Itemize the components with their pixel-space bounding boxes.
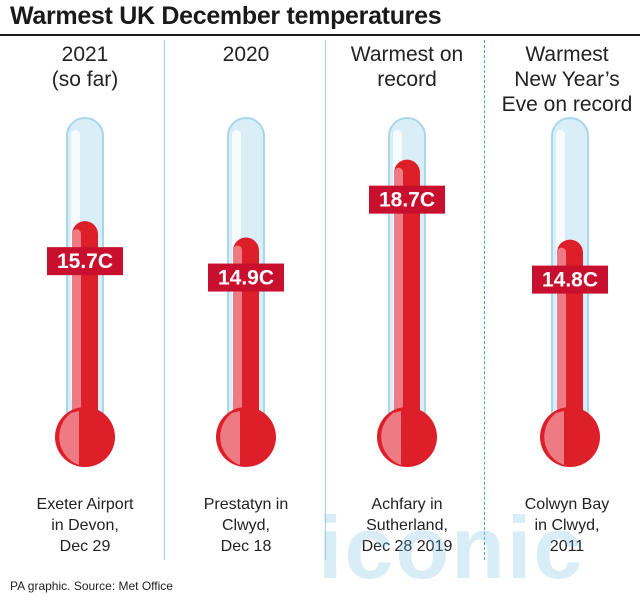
thermometer: 14.9C bbox=[208, 117, 284, 467]
column-heading-line: (so far) bbox=[51, 68, 119, 91]
bulb-highlight bbox=[59, 411, 79, 465]
column-heading-line: 2020 bbox=[222, 43, 270, 66]
chart-title: Warmest UK December temperatures bbox=[10, 2, 442, 30]
thermometer: 15.7C bbox=[47, 117, 123, 467]
column-heading-line: New Year’s bbox=[514, 68, 620, 91]
location-caption-line: Prestatyn in bbox=[203, 496, 289, 513]
location-caption: Prestatyn in Clwyd, Dec 18 bbox=[166, 494, 326, 557]
value-label-box bbox=[208, 263, 284, 292]
column-heading-line: 2021 bbox=[61, 43, 109, 66]
location-caption-line: in Devon, bbox=[51, 517, 119, 534]
source-note: PA graphic. Source: Met Office bbox=[10, 579, 173, 593]
value-label: 14.9C bbox=[218, 267, 274, 290]
location-caption-line: in Clwyd, bbox=[534, 517, 600, 534]
location-caption-line: Colwyn Bay bbox=[524, 496, 610, 513]
location-caption-line: Dec 29 bbox=[59, 538, 111, 555]
column-divider bbox=[164, 40, 165, 560]
column-divider bbox=[484, 40, 485, 560]
location-caption-line: Dec 28 2019 bbox=[361, 538, 453, 555]
thermometer-column: 2020 14.9C Prestatyn in Clwyd, Dec 18 bbox=[166, 38, 326, 568]
location-caption-line: Exeter Airport bbox=[36, 496, 134, 513]
location-caption-line: Clwyd, bbox=[221, 517, 270, 534]
mercury-highlight bbox=[394, 167, 403, 437]
column-heading: Warmest New Year’s Eve on record bbox=[487, 42, 640, 117]
thermometer-column: Warmest New Year’s Eve on record 14.8C Colwy… bbox=[487, 38, 640, 568]
column-heading-line: Eve on record bbox=[501, 93, 633, 116]
location-caption-line: 2011 bbox=[549, 538, 585, 555]
thermometer: 18.7C bbox=[369, 117, 445, 467]
value-label-box bbox=[369, 185, 445, 214]
value-label-box bbox=[47, 247, 123, 276]
mercury-highlight bbox=[72, 229, 81, 437]
location-caption: Achfary in Sutherland, Dec 28 2019 bbox=[327, 494, 487, 557]
column-heading: Warmest on record bbox=[327, 42, 487, 92]
location-caption-line: Sutherland, bbox=[366, 517, 448, 534]
column-divider bbox=[325, 40, 326, 560]
location-caption: Exeter Airport in Devon, Dec 29 bbox=[5, 494, 165, 557]
mercury-highlight bbox=[233, 245, 242, 437]
thermometer: 14.8C bbox=[532, 117, 608, 467]
value-label: 14.8C bbox=[542, 269, 598, 292]
column-heading-line: Warmest on bbox=[350, 43, 464, 66]
column-heading-line: record bbox=[377, 68, 437, 91]
column-heading: 2020 bbox=[166, 42, 326, 67]
location-caption-line: Dec 18 bbox=[220, 538, 272, 555]
bulb-highlight bbox=[544, 411, 564, 465]
bulb-highlight bbox=[220, 411, 240, 465]
location-caption-line: Achfary in bbox=[371, 496, 443, 513]
column-heading-line: Warmest bbox=[525, 43, 609, 66]
thermometer-column: Warmest on record 18.7C Achfary in Sutherlan… bbox=[327, 38, 487, 568]
location-caption: Colwyn Bay in Clwyd, 2011 bbox=[487, 494, 640, 557]
thermometer-column: 2021 (so far) 15.7C Exeter Airport in Devon,… bbox=[5, 38, 165, 568]
bulb-highlight bbox=[381, 411, 401, 465]
value-label-box bbox=[532, 265, 608, 294]
mercury-highlight bbox=[557, 247, 566, 437]
value-label: 18.7C bbox=[379, 189, 435, 212]
value-label: 15.7C bbox=[57, 250, 113, 273]
title-rule bbox=[0, 34, 640, 36]
column-heading: 2021 (so far) bbox=[5, 42, 165, 92]
